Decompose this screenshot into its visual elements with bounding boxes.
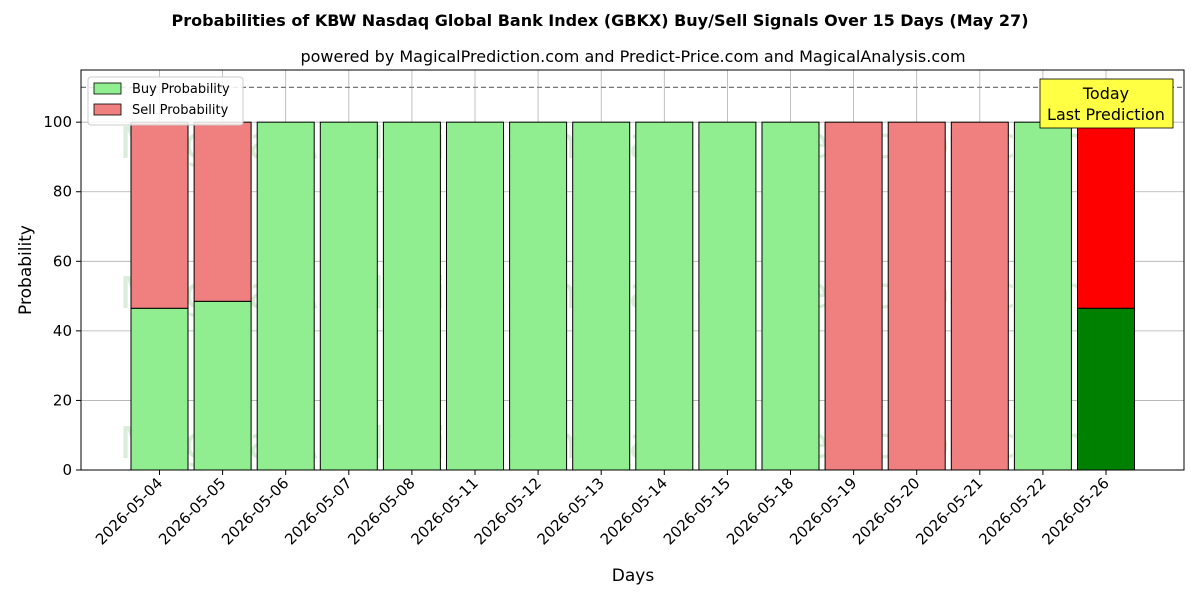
y-tick-label: 100 (43, 113, 72, 131)
bar-sell-2026-05-20 (887, 121, 946, 471)
x-tick-label: 2026-05-05 (155, 474, 229, 548)
bar-buy-2026-05-08 (382, 121, 441, 471)
bar-buy-2026-05-13 (572, 121, 631, 471)
y-tick-label: 20 (53, 391, 72, 409)
x-tick-label: 2026-05-19 (786, 474, 860, 548)
bar-buy-2026-05-11 (446, 121, 504, 471)
x-tick-label: 2026-05-04 (92, 474, 166, 548)
x-tick-label: 2026-05-18 (723, 474, 797, 548)
x-tick-label: 2026-05-08 (344, 474, 418, 548)
bar-buy-2026-05-06 (256, 121, 315, 471)
bars (130, 121, 1135, 471)
chart-title: Probabilities of KBW Nasdaq Global Bank … (172, 11, 1029, 30)
legend-box (87, 76, 244, 126)
bar-sell-2026-05-26 (1077, 121, 1135, 309)
bar-buy-2026-05-15 (698, 121, 757, 471)
legend-swatch-sell (93, 103, 122, 116)
bar-buy-2026-05-12 (509, 121, 568, 471)
bar-sell-2026-05-19 (824, 121, 883, 471)
x-tick-label: 2026-05-13 (534, 474, 608, 548)
x-tick-label: 2026-05-14 (597, 474, 671, 548)
plot-frame (80, 69, 1185, 471)
bar-buy-2026-05-05 (193, 300, 252, 471)
x-tick-label: 2026-05-15 (660, 474, 734, 548)
x-tick-label: 2026-05-12 (471, 474, 545, 548)
x-tick-label: 2026-05-26 (1038, 474, 1112, 548)
bar-buy-2026-05-04 (130, 307, 189, 471)
x-tick-label: 2026-05-21 (912, 474, 986, 548)
x-tick-label: 2026-05-11 (407, 474, 481, 548)
today-annotation: Today Last Prediction (1039, 78, 1174, 129)
bar-buy-2026-05-18 (761, 121, 820, 471)
legend: Buy Probability Sell Probability (87, 76, 244, 126)
x-axis-ticks: 2026-05-042026-05-052026-05-062026-05-07… (92, 470, 1113, 548)
x-tick-label: 2026-05-06 (218, 474, 292, 548)
bar-sell-2026-05-04 (130, 121, 189, 309)
bar-buy-2026-05-07 (319, 121, 378, 471)
x-axis-label: Days (612, 566, 655, 586)
x-tick-label: 2026-05-22 (975, 474, 1049, 548)
y-tick-label: 40 (53, 322, 72, 340)
bar-buy-2026-05-14 (635, 121, 694, 471)
annotation-line-1: Today (1082, 84, 1129, 103)
annotation-line-2: Last Prediction (1047, 105, 1165, 124)
y-tick-label: 0 (62, 461, 72, 479)
legend-label-buy: Buy Probability (132, 82, 230, 97)
bar-buy-2026-05-26 (1077, 307, 1135, 471)
y-tick-label: 80 (53, 183, 72, 201)
y-axis-label: Probability (16, 225, 36, 315)
x-tick-label: 2026-05-07 (281, 474, 355, 548)
legend-label-sell: Sell Probability (132, 103, 229, 118)
bar-sell-2026-05-05 (193, 121, 252, 302)
x-tick-label: 2026-05-20 (849, 474, 923, 548)
bar-sell-2026-05-21 (950, 121, 1009, 471)
y-axis-ticks: 0 20 40 60 80 100 (43, 113, 81, 479)
y-tick-label: 60 (53, 252, 72, 270)
bar-buy-2026-05-22 (1013, 121, 1072, 471)
legend-swatch-buy (93, 82, 122, 95)
annotation-box (1039, 78, 1174, 129)
chart-subtitle: powered by MagicalPrediction.com and Pre… (300, 47, 965, 66)
